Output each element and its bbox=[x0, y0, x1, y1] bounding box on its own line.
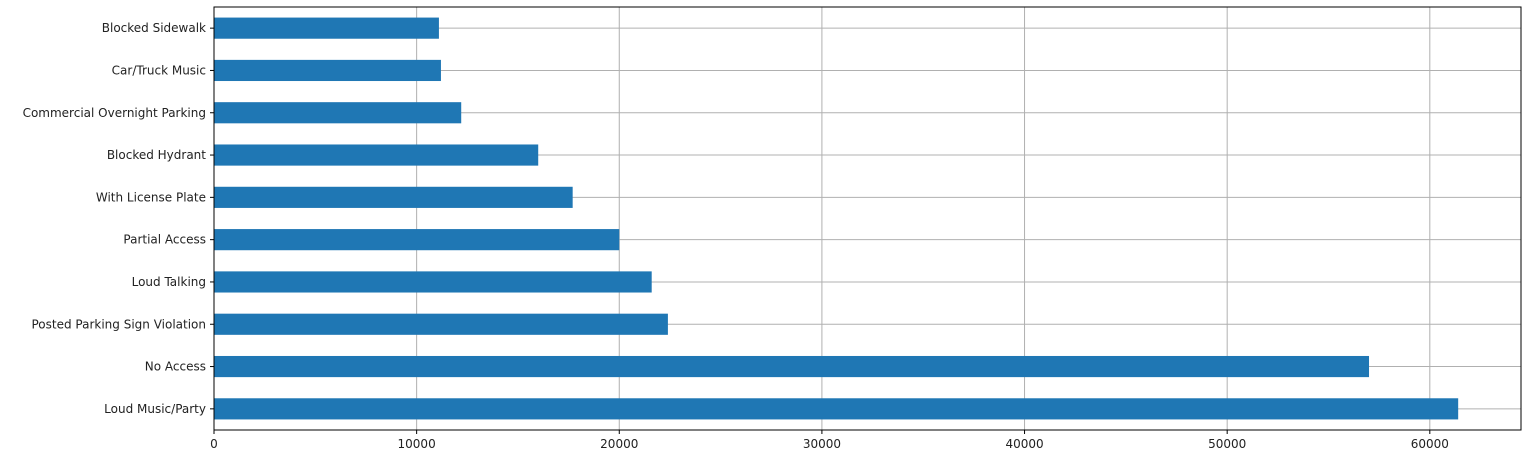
x-axis: 0 10000 20000 30000 40000 50000 60000 bbox=[210, 430, 1449, 451]
x-tick-label: 40000 bbox=[1005, 437, 1043, 451]
y-tick-label: With License Plate bbox=[96, 190, 206, 204]
bar bbox=[214, 271, 652, 293]
y-tick-label: Loud Talking bbox=[132, 275, 206, 289]
y-tick-label: Partial Access bbox=[123, 233, 206, 247]
bar bbox=[214, 355, 1370, 378]
x-tick-label: 10000 bbox=[398, 437, 436, 451]
y-tick-label: Blocked Hydrant bbox=[107, 148, 206, 162]
bar bbox=[214, 229, 620, 251]
bar bbox=[214, 313, 668, 335]
bar bbox=[214, 17, 439, 39]
y-tick-label: Blocked Sidewalk bbox=[102, 21, 206, 35]
x-tick-label: 60000 bbox=[1411, 437, 1449, 451]
plot-frame bbox=[213, 6, 1522, 431]
x-tick-label: 20000 bbox=[600, 437, 638, 451]
bar bbox=[214, 102, 462, 124]
bar bbox=[214, 186, 573, 208]
y-axis: Loud Music/Party No Access Posted Parking … bbox=[23, 21, 214, 416]
x-tick-label: 0 bbox=[210, 437, 218, 451]
y-tick-label: Car/Truck Music bbox=[112, 63, 206, 77]
bar bbox=[214, 398, 1459, 420]
bar bbox=[214, 144, 539, 166]
bar bbox=[214, 59, 441, 82]
y-tick-label: Commercial Overnight Parking bbox=[23, 106, 206, 120]
y-tick-label: No Access bbox=[145, 360, 206, 374]
bars bbox=[214, 17, 1459, 420]
y-tick-label: Loud Music/Party bbox=[104, 402, 206, 416]
x-tick-label: 30000 bbox=[803, 437, 841, 451]
x-tick-label: 50000 bbox=[1208, 437, 1246, 451]
y-tick-label: Posted Parking Sign Violation bbox=[31, 317, 206, 331]
